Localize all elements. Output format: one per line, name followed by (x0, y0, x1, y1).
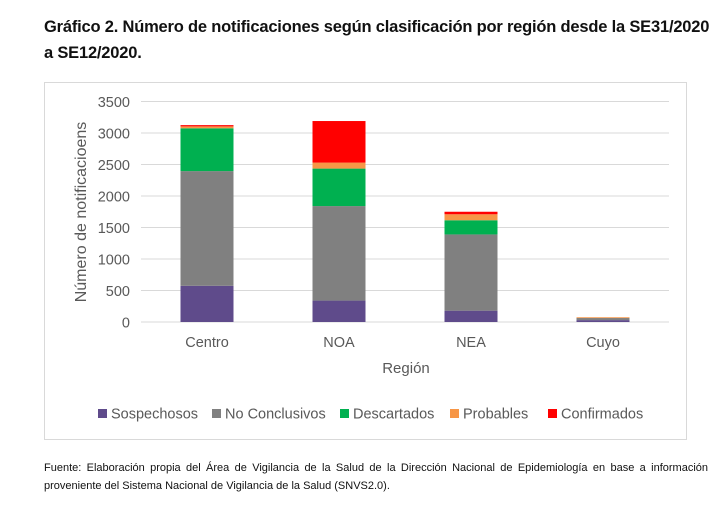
bar-stack-cuyo (576, 317, 630, 322)
bar-noa-sospechosos (312, 300, 366, 322)
legend-item-no-conclusivos: No Conclusivos (212, 407, 326, 423)
chart-frame (44, 82, 687, 440)
legend: Sospechosos No Conclusivos Descartados Prob… (98, 407, 643, 423)
chart-title: Gráfico 2. Número de notificaciones segú… (44, 18, 710, 62)
source-note: Fuente: Elaboración propia del Área de V… (44, 462, 708, 492)
bar-centro-probables (180, 126, 234, 129)
bar-stack-centro (180, 125, 234, 322)
bar-centro-descartados (180, 128, 234, 172)
bar-centro-confirmados (180, 125, 234, 127)
legend-label: No Conclusivos (225, 407, 326, 423)
legend-swatch (548, 409, 557, 418)
legend-item-confirmados: Confirmados (548, 407, 643, 423)
bar-cuyo-no-conclusivos (576, 317, 630, 321)
legend-label: Probables (463, 407, 528, 423)
y-tick-label: 500 (106, 284, 130, 300)
legend-label: Confirmados (561, 407, 643, 423)
legend-swatch (98, 409, 107, 418)
legend-swatch (450, 409, 459, 418)
bar-noa-descartados (312, 168, 366, 207)
legend-swatch (212, 409, 221, 418)
legend-swatch (340, 409, 349, 418)
bar-noa-probables (312, 162, 366, 169)
y-tick-label: 3500 (98, 95, 130, 111)
y-axis-label: Número de notificacioens (73, 122, 90, 303)
y-tick-label: 2500 (98, 158, 130, 174)
y-tick-label: 0 (122, 316, 130, 332)
bar-noa-confirmados (312, 121, 366, 163)
x-tick-labels: Centro NOA NEA Cuyo (185, 335, 620, 351)
legend-item-sospechosos: Sospechosos (98, 407, 198, 423)
y-tick-labels: 0 500 1000 1500 2000 2500 3000 3500 (98, 95, 130, 332)
legend-item-descartados: Descartados (340, 407, 434, 423)
y-tick-label: 3000 (98, 127, 130, 143)
y-tick-label: 1000 (98, 253, 130, 269)
bar-nea-confirmados (444, 211, 498, 215)
bar-centro-no-conclusivos (180, 171, 234, 286)
bar-nea-descartados (444, 220, 498, 235)
bars (180, 121, 630, 322)
y-tick-label: 1500 (98, 221, 130, 237)
bar-nea-no-conclusivos (444, 234, 498, 311)
bar-noa-no-conclusivos (312, 206, 366, 301)
bar-stack-noa (312, 121, 366, 322)
y-tick-label: 2000 (98, 190, 130, 206)
bar-centro-sospechosos (180, 285, 234, 322)
bar-nea-sospechosos (444, 310, 498, 322)
bar-cuyo-probables (576, 317, 630, 319)
bar-cuyo-sospechosos (576, 320, 630, 322)
legend-item-probables: Probables (450, 407, 528, 423)
x-axis-label: Región (382, 360, 430, 377)
legend-label: Descartados (353, 407, 434, 423)
x-tick-label: Cuyo (586, 335, 620, 351)
x-tick-label: Centro (185, 335, 229, 351)
x-tick-label: NOA (323, 335, 355, 351)
x-tick-label: NEA (456, 335, 486, 351)
bar-nea-probables (444, 214, 498, 221)
bar-stack-nea (444, 211, 498, 322)
legend-label: Sospechosos (111, 407, 198, 423)
